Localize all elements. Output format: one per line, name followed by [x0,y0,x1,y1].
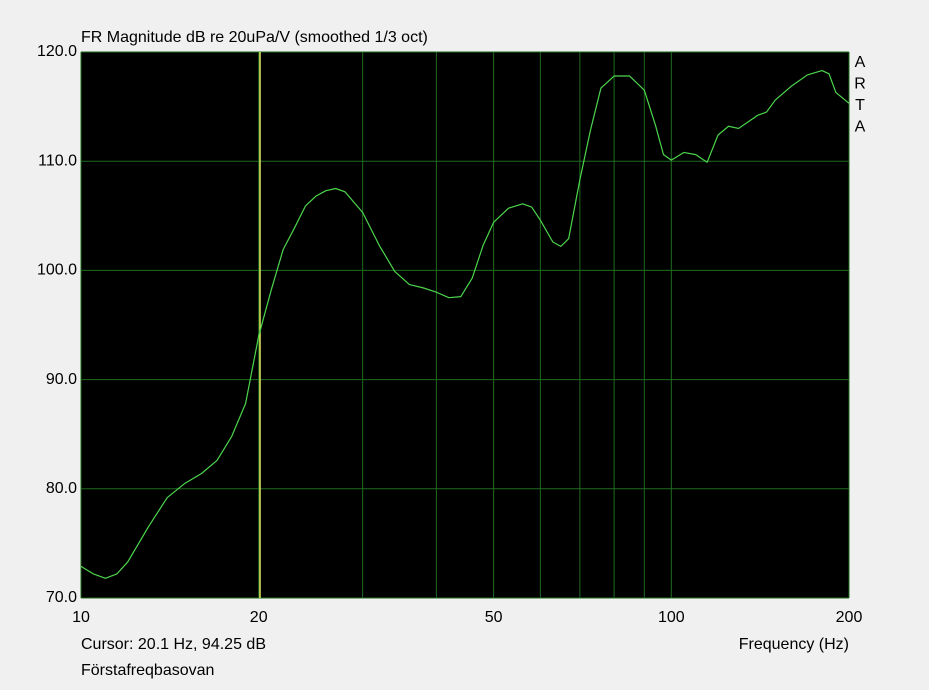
chart-title: FR Magnitude dB re 20uPa/V (smoothed 1/3… [81,29,428,46]
y-tick-label: 80.0 [46,480,77,497]
data-line [80,69,850,579]
cursor-readout: Cursor: 20.1 Hz, 94.25 dB [81,636,266,653]
brand-letter: R [854,76,866,93]
y-tick-label: 90.0 [46,371,77,388]
x-tick-label: 200 [836,609,863,626]
brand-letter: A [855,54,866,71]
x-axis-label: Frequency (Hz) [739,636,849,653]
x-tick-label: 20 [250,609,268,626]
x-tick-label: 100 [658,609,685,626]
brand-letter: A [855,119,866,136]
y-tick-label: 70.0 [46,589,77,606]
y-tick-label: 100.0 [37,262,77,279]
plot-area [81,52,849,598]
brand-letter: T [855,97,865,114]
x-tick-label: 50 [485,609,503,626]
y-tick-label: 110.0 [38,152,77,169]
x-tick-label: 10 [72,609,90,626]
footnote: Förstafreqbasovan [81,662,214,679]
y-tick-label: 120.0 [37,43,77,60]
